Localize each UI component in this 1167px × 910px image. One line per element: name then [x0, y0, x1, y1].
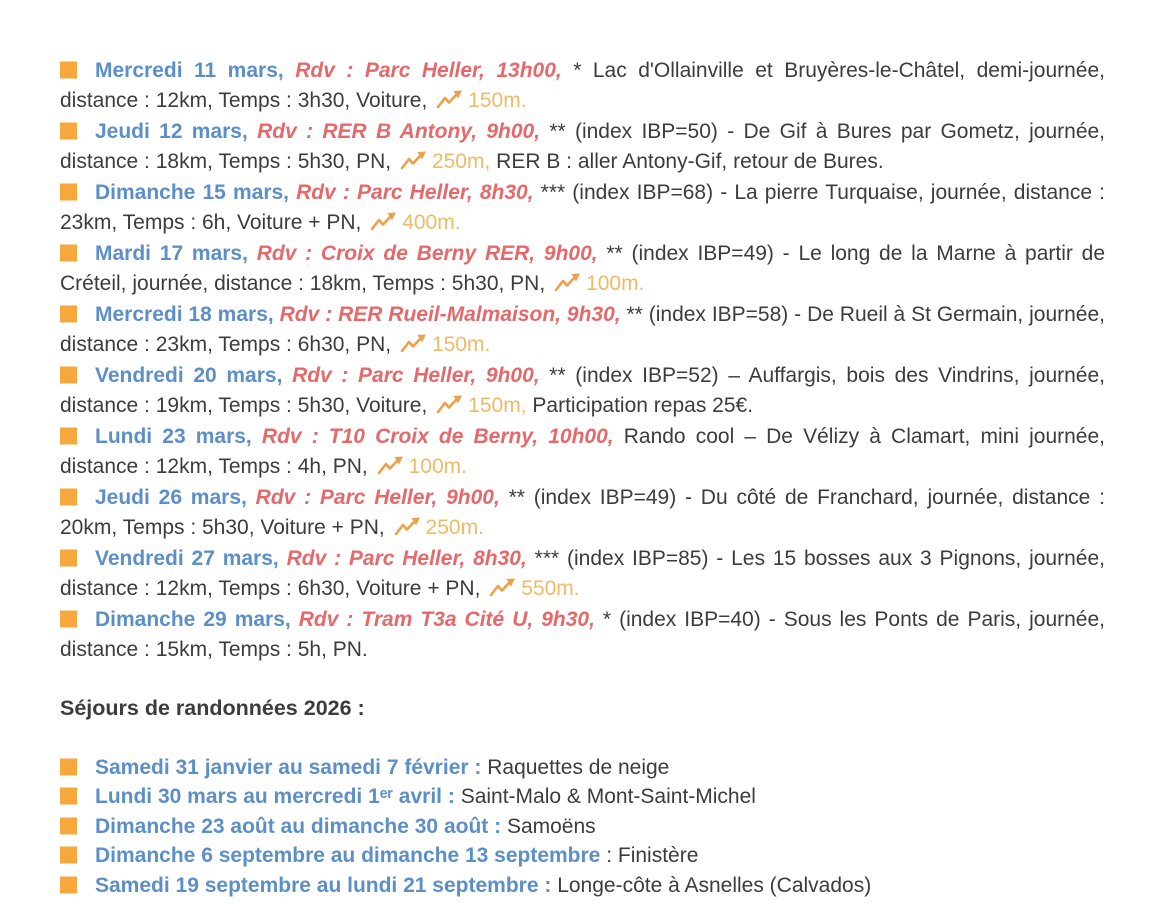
sejour-label: : Finistère: [606, 844, 699, 867]
event-date: Dimanche 29 mars,: [95, 608, 291, 631]
elevation-trending-up-icon: [436, 393, 463, 423]
event-item: Dimanche 15 mars, Rdv : Parc Heller, 8h3…: [60, 178, 1105, 239]
event-description: * (index IBP=40) - Sous les Ponts de Par…: [60, 608, 1105, 661]
elevation-value: 150m.: [468, 88, 527, 112]
bullet-square-icon: [60, 758, 77, 775]
event-date: Dimanche 15 mars,: [95, 181, 289, 204]
elevation-trending-up-icon: [370, 210, 397, 240]
event-description: * Lac d'Ollainville et Bruyères-le-Châte…: [60, 59, 1106, 112]
sejour-label: Longe-côte à Asnelles (Calvados): [557, 873, 872, 897]
event-note: Participation repas 25€.: [532, 393, 754, 417]
event-description: *** (index IBP=85) - Les 15 bosses aux 3…: [60, 547, 1105, 600]
event-item: Jeudi 26 mars, Rdv : Parc Heller, 9h00, …: [60, 483, 1105, 544]
elevation-value: 150m,: [468, 393, 527, 417]
event-description: ** (index IBP=49) - Du côté de Franchard…: [60, 486, 1105, 539]
event-rdv: Rdv : Tram T3a Cité U, 9h30,: [298, 608, 595, 631]
bullet-square-icon: [60, 610, 77, 628]
sejour-date: Dimanche 6 septembre au dimanche 13 sept…: [95, 844, 601, 867]
sejour-date: Samedi 31 janvier au samedi 7 février :: [95, 755, 482, 779]
event-date: Mardi 17 mars,: [95, 242, 248, 265]
bullet-square-icon: [60, 549, 77, 567]
event-item: Dimanche 29 mars, Rdv : Tram T3a Cité U,…: [60, 605, 1105, 664]
sejour-item: Dimanche 6 septembre au dimanche 13 sept…: [60, 841, 1105, 871]
sejour-item: Samedi 19 septembre au lundi 21 septembr…: [60, 871, 1105, 901]
event-rdv: Rdv : Parc Heller, 13h00,: [295, 59, 562, 82]
event-item: Jeudi 12 mars, Rdv : RER B Antony, 9h00,…: [60, 117, 1105, 178]
event-item: Vendredi 20 mars, Rdv : Parc Heller, 9h0…: [60, 361, 1105, 422]
elevation-value: 400m.: [402, 210, 461, 234]
event-rdv: Rdv : Parc Heller, 8h30,: [286, 547, 527, 570]
sejour-label: Saint-Malo & Mont-Saint-Michel: [460, 785, 756, 808]
elevation-value: 150m.: [431, 332, 491, 356]
event-rdv: Rdv : Parc Heller, 9h00,: [255, 486, 500, 509]
event-rdv: Rdv : Parc Heller, 8h30,: [296, 181, 534, 204]
event-date: Jeudi 26 mars,: [95, 486, 247, 509]
bullet-square-icon: [60, 488, 77, 506]
event-description: *** (index IBP=68) - La pierre Turquaise…: [60, 181, 1105, 234]
elevation-trending-up-icon: [400, 332, 427, 362]
event-date: Jeudi 12 mars,: [95, 120, 248, 143]
sejour-date: Dimanche 23 août au dimanche 30 août :: [95, 814, 502, 838]
bullet-square-icon: [60, 427, 77, 445]
event-date: Vendredi 20 mars,: [95, 364, 283, 387]
elevation-value: 250m,: [431, 149, 491, 173]
event-note: RER B : aller Antony-Gif, retour de Bure…: [496, 149, 884, 173]
sejour-label: Samoëns: [506, 814, 596, 838]
event-date: Lundi 23 mars,: [95, 425, 252, 448]
event-rdv: Rdv : RER B Antony, 9h00,: [257, 120, 541, 143]
events-list: Mercredi 11 mars, Rdv : Parc Heller, 13h…: [60, 56, 1105, 664]
event-rdv: Rdv : Parc Heller, 9h00,: [292, 364, 540, 387]
sejours-list: Samedi 31 janvier au samedi 7 février : …: [60, 753, 1105, 901]
elevation-trending-up-icon: [489, 576, 516, 606]
sejour-item: Dimanche 23 août au dimanche 30 août : S…: [60, 812, 1105, 842]
event-rdv: Rdv : RER Rueil-Malmaison, 9h30,: [279, 303, 621, 326]
event-item: Lundi 23 mars, Rdv : T10 Croix de Berny,…: [60, 422, 1105, 483]
sejour-date: Lundi 30 mars au mercredi 1ᵉʳ avril :: [95, 785, 455, 808]
event-description: ** (index IBP=52) – Auffargis, bois des …: [60, 364, 1105, 417]
bullet-square-icon: [60, 787, 77, 805]
sejour-item: Lundi 30 mars au mercredi 1ᵉʳ avril : Sa…: [60, 782, 1105, 812]
event-item: Mercredi 11 mars, Rdv : Parc Heller, 13h…: [60, 56, 1105, 117]
elevation-trending-up-icon: [377, 454, 404, 484]
sejour-label: Raquettes de neige: [487, 755, 670, 779]
elevation-trending-up-icon: [394, 515, 421, 545]
bullet-square-icon: [60, 244, 77, 262]
event-rdv: Rdv : T10 Croix de Berny, 10h00,: [261, 425, 614, 448]
event-description: ** (index IBP=58) - De Rueil à St Germai…: [60, 303, 1105, 356]
elevation-trending-up-icon: [436, 88, 463, 118]
event-item: Vendredi 27 mars, Rdv : Parc Heller, 8h3…: [60, 544, 1105, 605]
sejour-date: Samedi 19 septembre au lundi 21 septembr…: [95, 873, 552, 897]
event-description: Rando cool – De Vélizy à Clamart, mini j…: [60, 425, 1105, 478]
elevation-value: 100m.: [408, 454, 467, 478]
bullet-square-icon: [60, 817, 77, 834]
event-description: ** (index IBP=50) - De Gif à Bures par G…: [60, 120, 1106, 173]
sejour-item: Samedi 31 janvier au samedi 7 février : …: [60, 753, 1105, 783]
elevation-value: 250m.: [425, 515, 484, 539]
elevation-value: 550m.: [521, 576, 580, 600]
bullet-square-icon: [60, 122, 77, 140]
event-item: Mercredi 18 mars, Rdv : RER Rueil-Malmai…: [60, 300, 1105, 361]
event-date: Mercredi 18 mars,: [95, 303, 274, 326]
bullet-square-icon: [60, 61, 77, 79]
event-date: Mercredi 11 mars,: [95, 59, 284, 82]
event-item: Mardi 17 mars, Rdv : Croix de Berny RER,…: [60, 239, 1105, 300]
bullet-square-icon: [60, 183, 77, 201]
sejours-heading: Séjours de randonnées 2026 :: [60, 695, 365, 720]
bullet-square-icon: [60, 876, 77, 893]
elevation-trending-up-icon: [400, 149, 427, 179]
elevation-value: 100m.: [586, 271, 645, 295]
elevation-trending-up-icon: [554, 271, 581, 301]
bullet-square-icon: [60, 846, 77, 864]
event-description: ** (index IBP=49) - Le long de la Marne …: [60, 242, 1105, 295]
event-date: Vendredi 27 mars,: [95, 547, 279, 570]
bullet-square-icon: [60, 366, 77, 384]
event-rdv: Rdv : Croix de Berny RER, 9h00,: [256, 242, 598, 265]
bullet-square-icon: [60, 305, 77, 323]
